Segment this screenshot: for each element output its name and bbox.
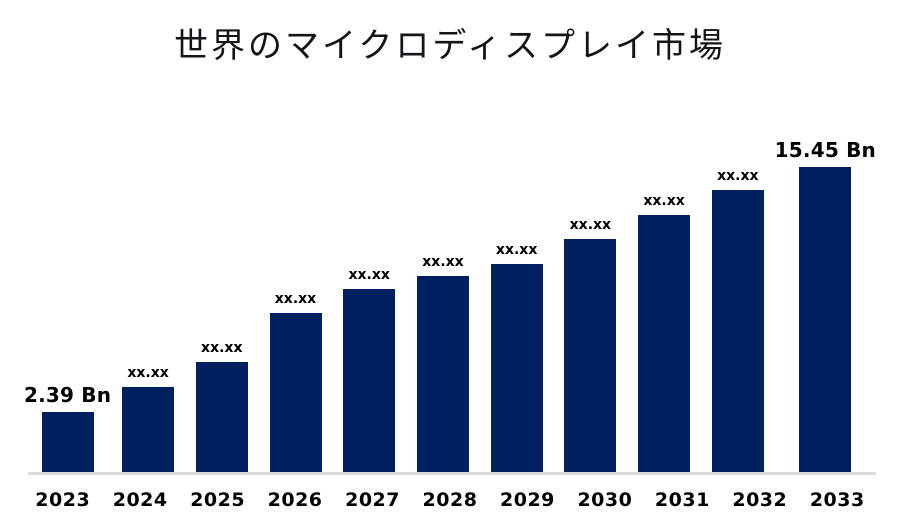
bar-column-2025: xx.xx — [185, 100, 259, 472]
x-axis-label-2030: 2030 — [577, 489, 633, 511]
bar-value-label-2031: xx.xx — [643, 193, 685, 209]
bar-column-2030: xx.xx — [554, 100, 628, 472]
x-axis-line — [28, 472, 876, 475]
bar-value-label-2026: xx.xx — [274, 291, 317, 307]
bar-column-2033: 15.45 Bn — [775, 100, 876, 472]
bar-column-2031: xx.xx — [627, 100, 701, 472]
x-axis-label-2026: 2026 — [267, 489, 323, 511]
bar-2024 — [122, 387, 175, 472]
x-axis-labels: 2023 2024 2025 2026 2027 2028 2029 2030 2031 2032… — [24, 489, 876, 511]
bar-value-label-2024: xx.xx — [127, 365, 169, 381]
bar-2029 — [490, 264, 543, 472]
chart-title: 世界のマイクロディスプレイ市場 — [174, 26, 726, 66]
bar-2033 — [799, 167, 852, 472]
bar-column-2032: xx.xx — [701, 100, 775, 472]
x-axis-label-2028: 2028 — [422, 489, 478, 511]
x-axis-label-2033: 2033 — [809, 489, 865, 511]
bar-2023 — [41, 412, 94, 472]
bar-column-2029: xx.xx — [480, 100, 554, 472]
bar-value-label-2028: xx.xx — [422, 254, 464, 270]
x-axis-label-2023: 2023 — [35, 489, 91, 511]
bar-column-2023: 2.39 Bn — [24, 100, 111, 472]
bar-column-2024: xx.xx — [111, 100, 185, 472]
bar-value-label-2033: 15.45 Bn — [774, 138, 876, 162]
bar-2031 — [638, 215, 691, 472]
bar-value-label-2027: xx.xx — [348, 267, 390, 283]
bar-2028 — [416, 276, 469, 472]
bar-2025 — [195, 362, 248, 472]
x-axis-label-2027: 2027 — [345, 489, 400, 511]
x-axis-label-2032: 2032 — [732, 489, 788, 511]
x-axis-label-2025: 2025 — [190, 489, 246, 511]
bar-2027 — [343, 289, 396, 472]
bar-2026 — [269, 313, 322, 472]
bar-value-label-2023: 2.39 Bn — [24, 383, 112, 407]
bar-value-label-2030: xx.xx — [569, 217, 612, 233]
x-axis-label-2031: 2031 — [654, 489, 710, 511]
bar-value-label-2025: xx.xx — [201, 340, 243, 356]
x-axis-label-2029: 2029 — [500, 489, 555, 511]
bar-column-2028: xx.xx — [406, 100, 480, 472]
bar-value-label-2032: xx.xx — [717, 168, 759, 184]
bar-2032 — [711, 190, 764, 472]
bar-2030 — [564, 239, 617, 472]
bar-value-label-2029: xx.xx — [495, 242, 538, 258]
x-axis-label-2024: 2024 — [112, 489, 168, 511]
plot-area: 2.39 Bn xx.xx xx.xx xx.xx xx.xx xx.xx xx.xx xx.… — [24, 100, 876, 472]
bar-column-2026: xx.xx — [259, 100, 333, 472]
bar-column-2027: xx.xx — [332, 100, 406, 472]
